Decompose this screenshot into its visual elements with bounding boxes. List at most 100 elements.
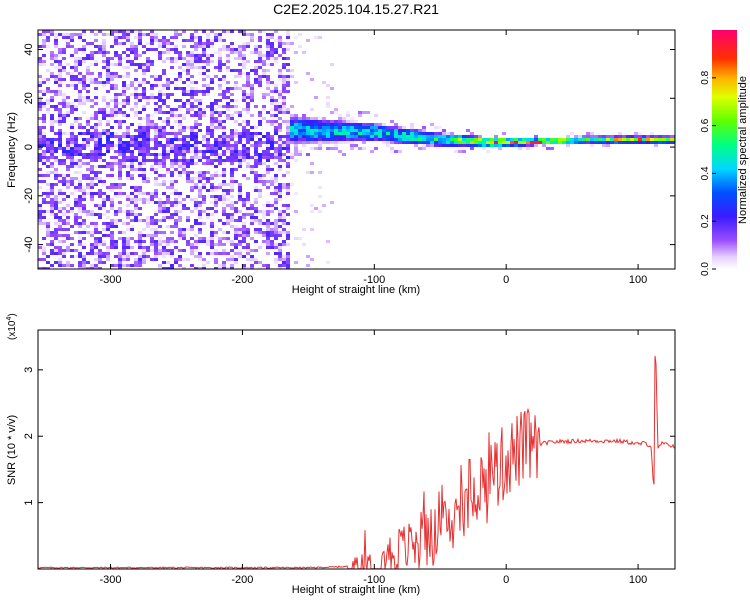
heatmap-cell bbox=[234, 57, 238, 60]
heatmap-cell bbox=[354, 126, 358, 129]
heatmap-cell bbox=[82, 261, 86, 264]
heatmap-cell bbox=[382, 138, 386, 141]
heatmap-cell bbox=[218, 183, 222, 186]
heatmap-cell bbox=[502, 141, 506, 144]
heatmap-cell bbox=[514, 141, 518, 144]
heatmap-cell bbox=[230, 195, 234, 198]
heatmap-cell bbox=[78, 195, 82, 198]
heatmap-cell bbox=[262, 153, 266, 156]
heatmap-cell bbox=[122, 57, 126, 60]
heatmap-cell bbox=[134, 87, 138, 90]
heatmap-cell bbox=[186, 78, 190, 81]
heatmap-cell bbox=[170, 162, 174, 165]
heatmap-cell bbox=[74, 138, 78, 141]
heatmap-cell bbox=[322, 81, 326, 84]
heatmap-cell bbox=[214, 33, 218, 36]
heatmap-cell bbox=[450, 144, 454, 147]
heatmap-cell bbox=[394, 150, 398, 153]
heatmap-cell bbox=[242, 222, 246, 225]
heatmap-cell bbox=[46, 189, 50, 192]
heatmap-cell bbox=[246, 96, 250, 99]
heatmap-cell bbox=[106, 186, 110, 189]
heatmap-cell bbox=[142, 129, 146, 132]
heatmap-cell bbox=[118, 141, 122, 144]
heatmap-cell bbox=[122, 99, 126, 102]
heatmap-cell bbox=[262, 93, 266, 96]
heatmap-cell bbox=[102, 96, 106, 99]
heatmap-cell bbox=[46, 165, 50, 168]
heatmap-cell bbox=[90, 165, 94, 168]
snr-plot-area bbox=[38, 330, 675, 569]
heatmap-cell bbox=[226, 30, 230, 33]
heatmap-cell bbox=[322, 120, 326, 123]
heatmap-cell bbox=[358, 147, 362, 150]
heatmap-cell bbox=[166, 111, 170, 114]
heatmap-cell bbox=[166, 249, 170, 252]
heatmap-cell bbox=[210, 201, 214, 204]
heatmap-cell bbox=[302, 123, 306, 126]
heatmap-cell bbox=[622, 138, 626, 141]
heatmap-cell bbox=[150, 198, 154, 201]
heatmap-cell bbox=[342, 153, 346, 156]
heatmap-cell bbox=[42, 126, 46, 129]
heatmap-cell bbox=[306, 123, 310, 126]
heatmap-cell bbox=[46, 111, 50, 114]
heatmap-cell bbox=[542, 144, 546, 147]
heatmap-cell bbox=[290, 75, 294, 78]
heatmap-cell bbox=[262, 234, 266, 237]
heatmap-cell bbox=[270, 204, 274, 207]
heatmap-cell bbox=[138, 93, 142, 96]
heatmap-cell bbox=[38, 159, 42, 162]
heatmap-cell bbox=[122, 135, 126, 138]
heatmap-cell bbox=[190, 156, 194, 159]
heatmap-cell bbox=[230, 30, 234, 33]
heatmap-cell bbox=[74, 201, 78, 204]
heatmap-cell bbox=[282, 120, 286, 123]
heatmap-cell bbox=[90, 213, 94, 216]
heatmap-cell bbox=[126, 72, 130, 75]
heatmap-cell bbox=[42, 120, 46, 123]
heatmap-cell bbox=[174, 198, 178, 201]
heatmap-cell bbox=[342, 138, 346, 141]
heatmap-cell bbox=[246, 246, 250, 249]
heatmap-cell bbox=[214, 36, 218, 39]
heatmap-cell bbox=[290, 126, 294, 129]
heatmap-cell bbox=[338, 138, 342, 141]
heatmap-cell bbox=[122, 33, 126, 36]
heatmap-cell bbox=[222, 162, 226, 165]
snr-panel: -300 -200 -100 0 100 123 Height of straight … bbox=[6, 313, 676, 596]
heatmap-cell bbox=[214, 147, 218, 150]
heatmap-cell bbox=[102, 54, 106, 57]
heatmap-cell bbox=[158, 243, 162, 246]
heatmap-cell bbox=[294, 153, 298, 156]
heatmap-cell bbox=[666, 138, 670, 141]
heatmap-cell bbox=[286, 111, 290, 114]
heatmap-cell bbox=[154, 210, 158, 213]
heatmap-cell bbox=[106, 195, 110, 198]
heatmap-cell bbox=[102, 42, 106, 45]
heatmap-cell bbox=[286, 144, 290, 147]
snr-x-tick-label: -200 bbox=[231, 574, 253, 586]
heatmap-cell bbox=[326, 138, 330, 141]
heatmap-cell bbox=[490, 144, 494, 147]
heatmap-cell bbox=[142, 171, 146, 174]
heatmap-cell bbox=[326, 141, 330, 144]
heatmap-cell bbox=[126, 84, 130, 87]
heatmap-cell bbox=[178, 237, 182, 240]
heatmap-cell bbox=[62, 162, 66, 165]
heatmap-cell bbox=[114, 96, 118, 99]
heatmap-cell bbox=[82, 207, 86, 210]
heatmap-cell bbox=[114, 108, 118, 111]
heatmap-cell bbox=[166, 186, 170, 189]
heatmap-cell bbox=[154, 132, 158, 135]
heatmap-cell bbox=[130, 45, 134, 48]
heatmap-cell bbox=[106, 222, 110, 225]
heatmap-cell bbox=[254, 51, 258, 54]
heatmap-cell bbox=[106, 234, 110, 237]
heatmap-cell bbox=[138, 237, 142, 240]
heatmap-cell bbox=[86, 210, 90, 213]
heatmap-cell bbox=[98, 165, 102, 168]
heatmap-cell bbox=[194, 246, 198, 249]
heatmap-cell bbox=[126, 165, 130, 168]
heatmap-cell bbox=[82, 78, 86, 81]
